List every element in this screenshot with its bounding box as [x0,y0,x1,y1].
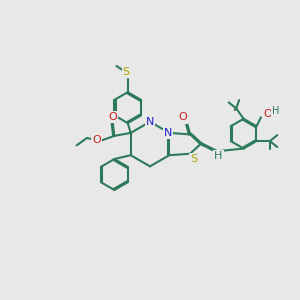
Text: N: N [164,128,172,138]
Text: O: O [92,135,101,145]
Text: O: O [178,112,188,122]
Text: N: N [146,117,154,127]
Text: O: O [108,112,117,122]
Text: S: S [190,154,197,164]
Text: S: S [123,67,130,77]
Text: O: O [263,109,272,119]
Text: H: H [272,106,279,116]
Text: H: H [214,151,223,161]
